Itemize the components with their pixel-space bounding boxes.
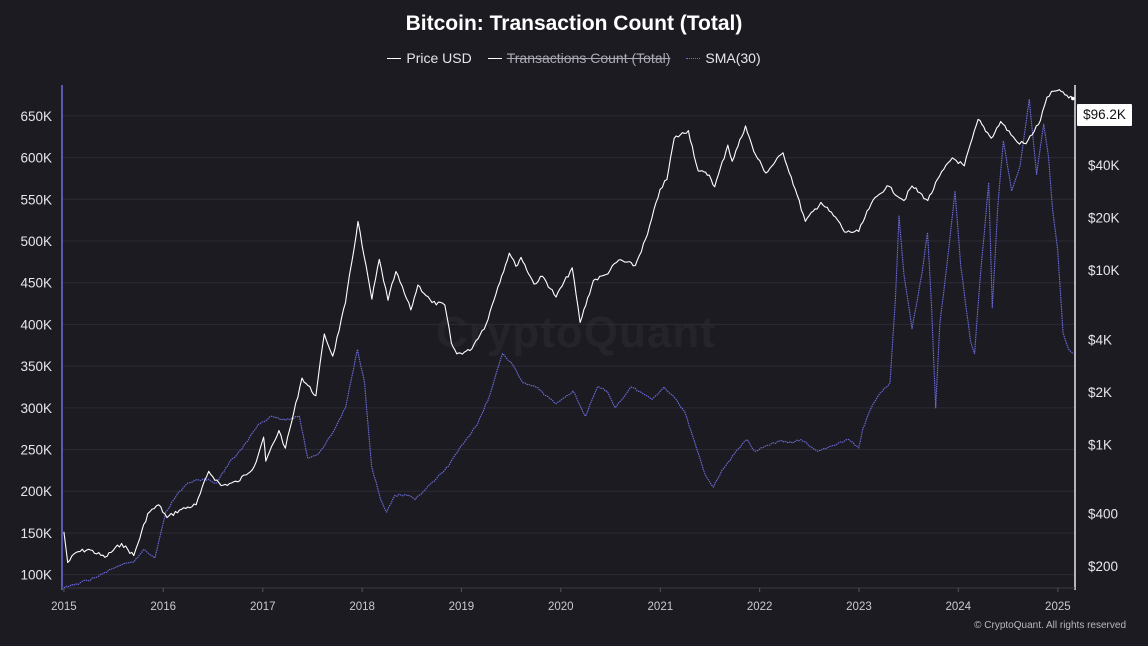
x-tick-label: 2023 <box>846 601 872 613</box>
right-tick-label: $20K <box>1088 210 1120 225</box>
current-price-point <box>1071 96 1075 101</box>
x-tick-label: 2020 <box>548 601 574 613</box>
legend-item-sma[interactable]: SMA(30) <box>686 50 761 66</box>
left-tick-label: 400K <box>20 317 52 332</box>
x-tick-label: 2019 <box>449 601 475 613</box>
right-tick-label: $1K <box>1088 437 1112 452</box>
watermark-logo: CryptoQuant <box>436 308 716 358</box>
x-tick-label: 2015 <box>51 601 77 613</box>
right-tick-label: $2K <box>1088 385 1112 400</box>
x-tick-label: 2022 <box>747 601 773 613</box>
left-tick-label: 150K <box>20 526 52 541</box>
right-tick-label: $40K <box>1088 158 1120 173</box>
x-tick-label: 2017 <box>250 601 276 613</box>
x-tick-label: 2018 <box>349 601 375 613</box>
left-tick-label: 550K <box>20 192 52 207</box>
right-tick-label: $10K <box>1088 263 1120 278</box>
legend-swatch-transactions <box>487 57 502 59</box>
copyright-text: © CryptoQuant. All rights reserved <box>974 620 1126 631</box>
legend-label-transactions: Transactions Count (Total) <box>506 50 671 66</box>
left-tick-label: 250K <box>20 443 52 458</box>
current-price-badge: $96.2K <box>1077 104 1132 126</box>
left-tick-label: 300K <box>20 401 52 416</box>
left-tick-label: 450K <box>20 276 52 291</box>
legend-item-price[interactable]: Price USD <box>387 50 472 66</box>
legend-swatch-price <box>387 57 402 59</box>
x-tick-label: 2016 <box>150 601 176 613</box>
right-tick-label: $400 <box>1088 507 1118 522</box>
chart-title: Bitcoin: Transaction Count (Total) <box>405 12 743 35</box>
series-line-sma30 <box>63 98 1074 589</box>
x-tick-label: 2024 <box>945 601 971 613</box>
x-tick-label: 2021 <box>648 601 674 613</box>
legend-label-sma: SMA(30) <box>705 50 761 66</box>
left-tick-label: 600K <box>20 151 52 166</box>
series-line-price-usd <box>63 89 1074 564</box>
right-tick-label: $200 <box>1088 559 1118 574</box>
left-tick-label: 350K <box>20 359 52 374</box>
right-tick-label: $4K <box>1088 332 1112 347</box>
legend-label-price: Price USD <box>406 50 472 66</box>
legend-item-transactions[interactable]: Transactions Count (Total) <box>487 50 671 66</box>
legend-swatch-sma <box>686 57 701 59</box>
left-tick-label: 100K <box>20 568 52 583</box>
left-tick-label: 650K <box>20 109 52 124</box>
left-tick-label: 500K <box>20 234 52 249</box>
chart-legend: Price USD Transactions Count (Total) SMA… <box>0 50 1148 66</box>
left-tick-label: 200K <box>20 484 52 499</box>
x-tick-label: 2025 <box>1045 601 1071 613</box>
